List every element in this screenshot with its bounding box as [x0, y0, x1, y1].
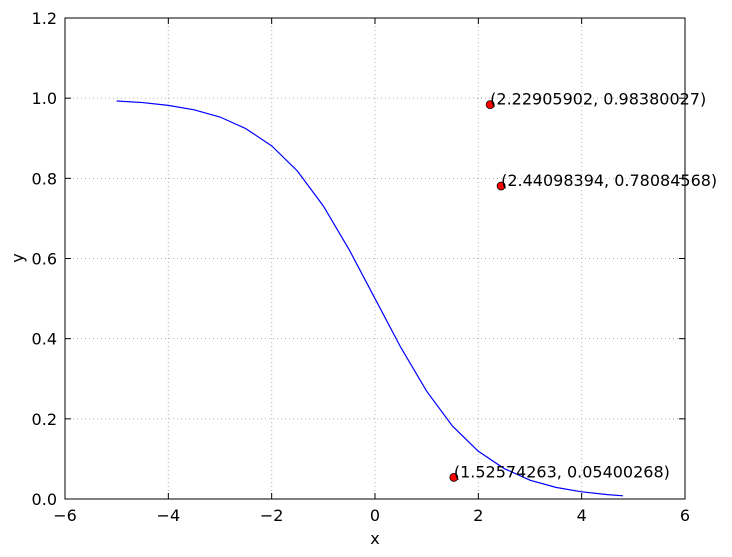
point: [485, 100, 495, 110]
y-tick-label: 1.2: [32, 9, 57, 28]
y-tick-label: 0.0: [32, 490, 57, 509]
line: [116, 100, 624, 497]
annotation: (1.52574263, 0.05400268): [454, 462, 670, 481]
y-tick-label: 0.4: [32, 330, 57, 349]
x-tick-label: −6: [53, 506, 77, 525]
point: [496, 181, 506, 191]
y-tick-label: 0.2: [32, 410, 57, 429]
y-tick-label: 0.6: [32, 250, 57, 269]
y-tick-label: 0.8: [32, 169, 57, 188]
x-tick-label: −4: [157, 506, 181, 525]
x-tick-label: −2: [260, 506, 284, 525]
x-tick-label: 2: [473, 506, 483, 525]
y-tick-label: 1.0: [32, 89, 57, 108]
x-axis-label: x: [370, 529, 379, 548]
x-tick-label: 0: [370, 506, 380, 525]
x-tick-label: 6: [680, 506, 690, 525]
y-axis-label: y: [8, 253, 27, 262]
plot-frame: [64, 17, 686, 500]
annotation: (2.22905902, 0.98380027): [490, 90, 706, 109]
annotation: (2.44098394, 0.78084568): [501, 171, 717, 190]
point: [449, 472, 459, 482]
x-tick-label: 4: [577, 506, 587, 525]
